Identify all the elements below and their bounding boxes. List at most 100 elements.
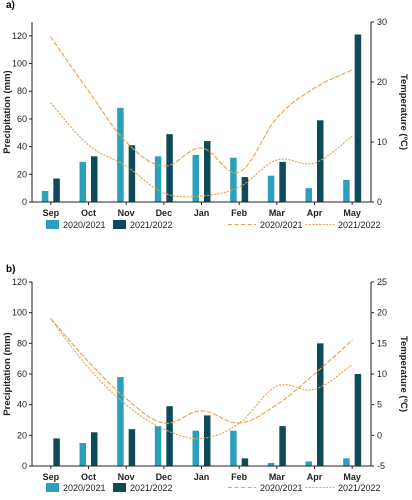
panel1-xtick-label-apr: Apr [307, 208, 323, 218]
panel2-ytick-label-80: 80 [17, 338, 27, 348]
panel1-temp-line-2020-2021 [50, 36, 353, 174]
panel2-bar-2020-2021-oct [79, 443, 86, 466]
panel2-y2tick-label-0: 0 [377, 430, 382, 440]
panel2-label: b) [6, 264, 15, 275]
panel1-ytick-label-20: 20 [17, 169, 27, 179]
panel2-xtick-label-dec: Dec [156, 472, 173, 482]
panel1-label: a) [6, 0, 15, 11]
panel1-legend-swatch-bar-2020-2021 [46, 220, 59, 229]
panel2-y2tick-label-5: 5 [377, 400, 382, 410]
panel1-bar-2021-2022-dec [166, 134, 173, 202]
panel2-bar-2021-2022-nov [128, 429, 136, 466]
panel1-ylabel: Precipitation (mm) [2, 70, 13, 153]
panel2-bar-2021-2022-sep [53, 438, 60, 466]
panel2-ytick-label-100: 100 [12, 308, 27, 318]
panel1-xtick-label-nov: Nov [118, 208, 135, 218]
panel2-legend-label-line-2020-2021: 2020/2021 [260, 483, 303, 493]
panel1-ytick-label-0: 0 [22, 197, 27, 207]
panel2-ytick-label-40: 40 [17, 400, 27, 410]
panel1-bar-2020-2021-feb [230, 157, 237, 202]
panel2-bar-2021-2022-dec [166, 406, 173, 466]
panel2-bar-2020-2021-may [343, 458, 350, 466]
panel1-y2tick-label-30: 30 [377, 17, 387, 27]
panel1-ytick-label-60: 60 [17, 114, 27, 124]
panel2-xtick-label-mar: Mar [269, 472, 286, 482]
panel1-bar-2020-2021-jan [192, 154, 199, 202]
panel2-xtick-label-oct: Oct [81, 472, 96, 482]
panel1-bar-2021-2022-feb [241, 177, 249, 202]
panel2-xtick-label-nov: Nov [118, 472, 135, 482]
panel1-bar-2021-2022-sep [53, 178, 60, 202]
panel2-bar-2021-2022-may [354, 374, 362, 466]
panel1-ytick-label-120: 120 [12, 31, 27, 41]
panel2-legend-label-line-2021-2022: 2021/2022 [338, 483, 381, 493]
panel1-y2tick-label-0: 0 [377, 197, 382, 207]
panel1-bar-2021-2022-mar [279, 161, 286, 202]
panel1-bar-2021-2022-may [354, 34, 362, 202]
panel1-ytick-label-100: 100 [12, 59, 27, 69]
panel1-xtick-label-oct: Oct [81, 208, 96, 218]
panel1-legend-swatch-bar-2021-2022 [113, 220, 126, 229]
panel2-temp-line-2021-2022 [50, 318, 353, 440]
panel2-bar-2021-2022-jan [204, 415, 211, 466]
panel2-xtick-label-apr: Apr [307, 472, 323, 482]
panel2-y2tick-label-20: 20 [377, 308, 387, 318]
panel2-ytick-label-60: 60 [17, 369, 27, 379]
panel1-xtick-label-jan: Jan [194, 208, 210, 218]
panel2-xtick-label-jan: Jan [194, 472, 210, 482]
panel1-bar-2020-2021-nov [117, 107, 124, 202]
panel1-xtick-label-dec: Dec [156, 208, 173, 218]
panel2-bar-2020-2021-nov [117, 377, 124, 466]
panel2-bar-2021-2022-oct [91, 432, 98, 466]
panel2-y2tick-label-10: 10 [377, 369, 387, 379]
panel1-bar-2020-2021-dec [154, 156, 162, 202]
panel1-xtick-label-feb: Feb [231, 208, 248, 218]
panel2-legend-swatch-bar-2020-2021 [46, 483, 59, 492]
panel2-ytick-label-120: 120 [12, 277, 27, 287]
panel1-y2tick-label-10: 10 [377, 137, 387, 147]
panel1-ytick-label-40: 40 [17, 142, 27, 152]
panel1-bar-2020-2021-oct [79, 161, 86, 202]
panel1-bar-2021-2022-apr [317, 120, 324, 202]
panel2-bar-2020-2021-apr [305, 461, 312, 466]
panel1-bar-2021-2022-jan [204, 141, 211, 202]
panel1-xtick-label-may: May [343, 208, 361, 218]
panel1-temp-line-2021-2022 [50, 102, 353, 198]
panel2-bar-2020-2021-mar [267, 462, 275, 466]
panel1-bar-2020-2021-may [343, 179, 350, 202]
panel1-legend-label-bar-2020-2021: 2020/2021 [63, 220, 106, 230]
panel1-legend-label-bar-2021-2022: 2021/2022 [130, 220, 173, 230]
panel1-bar-2020-2021-sep [41, 190, 49, 202]
panel2-bar-2021-2022-mar [279, 426, 286, 466]
panel2-bar-2020-2021-jan [192, 430, 199, 466]
panel2-bar-2020-2021-feb [230, 430, 237, 466]
panel1-ytick-label-80: 80 [17, 86, 27, 96]
panel2-y2label: Temperature (ºC) [398, 336, 409, 412]
panel1-y2tick-label-20: 20 [377, 77, 387, 87]
panel2-y2tick-label-25: 25 [377, 277, 387, 287]
panel2-bar-2021-2022-apr [317, 343, 324, 466]
panel1-y2label: Temperature (ºC) [398, 74, 409, 150]
panel2-bar-2020-2021-dec [154, 426, 162, 466]
panel2-temp-line-2020-2021 [50, 318, 353, 424]
panel2-xtick-label-sep: Sep [43, 472, 60, 482]
panel1-bar-2020-2021-apr [305, 188, 312, 202]
panel2-y2tick-label-15: 15 [377, 338, 387, 348]
panel2-ylabel: Precipitation (mm) [2, 332, 13, 415]
panel2-legend-label-bar-2020-2021: 2020/2021 [63, 483, 106, 493]
panel2-y2tick-label--5: -5 [377, 461, 385, 471]
panel2-xtick-label-feb: Feb [231, 472, 248, 482]
panel2-ytick-label-20: 20 [17, 430, 27, 440]
panel2-ytick-label-0: 0 [22, 461, 27, 471]
panel2-legend-swatch-bar-2021-2022 [113, 483, 126, 492]
panel1-legend-label-line-2020-2021: 2020/2021 [260, 220, 303, 230]
panel1-xtick-label-sep: Sep [43, 208, 60, 218]
panel2-legend-label-bar-2021-2022: 2021/2022 [130, 483, 173, 493]
panel1-xtick-label-mar: Mar [269, 208, 286, 218]
panel1-bar-2021-2022-nov [128, 145, 136, 202]
panel1-bar-2020-2021-mar [267, 175, 275, 202]
panel1-bar-2021-2022-oct [91, 156, 98, 202]
panel2-bar-2021-2022-feb [241, 458, 249, 466]
